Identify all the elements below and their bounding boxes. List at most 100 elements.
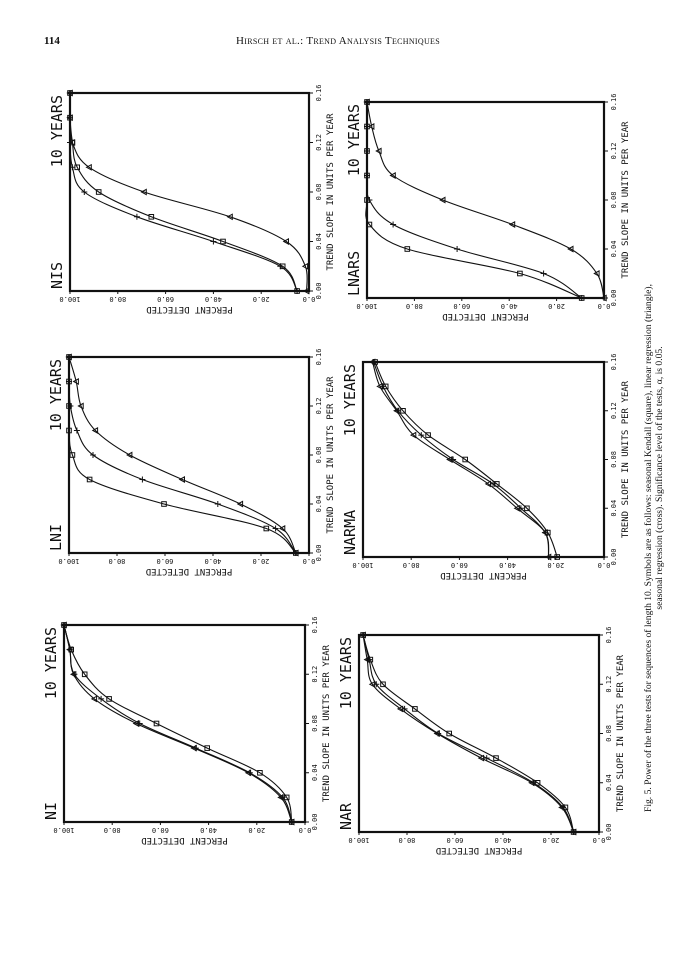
y-axis-label: PERCENT DETECTED: [141, 835, 228, 845]
triangle-marker: [77, 402, 84, 410]
y-tick-label: 40.0: [501, 302, 518, 310]
series-line: [362, 634, 575, 833]
x-tick-label: 0.12: [605, 676, 613, 693]
series-line: [374, 361, 558, 558]
cross-marker: [540, 270, 547, 277]
series-line: [372, 361, 550, 558]
cross-marker: [214, 501, 221, 507]
square-marker: [95, 189, 102, 195]
cross-marker: [435, 730, 442, 737]
y-tick-label: 80.0: [109, 295, 126, 303]
y-tick-label: 0.0: [598, 302, 611, 310]
y-tick-label: 100.0: [58, 557, 79, 565]
cross-marker: [578, 295, 585, 301]
y-axis-label: PERCENT DETECTED: [146, 566, 233, 576]
cross-marker: [401, 705, 408, 712]
cross-marker: [545, 554, 552, 560]
x-tick-label: 0.16: [610, 354, 618, 371]
cross-marker: [67, 139, 73, 146]
cross-marker: [370, 359, 377, 365]
square-marker: [263, 525, 270, 532]
panel-title: NARMA: [341, 510, 359, 555]
y-tick-label: 80.0: [109, 557, 126, 565]
triangle-marker: [368, 123, 375, 130]
x-tick-label: 0.00: [315, 545, 323, 562]
x-tick-label: 0.00: [610, 290, 618, 307]
y-tick-label: 40.0: [205, 557, 222, 565]
series-line: [69, 93, 298, 292]
x-tick-label: 0.08: [315, 184, 323, 201]
series-square: [67, 90, 300, 294]
plot-frame: [67, 355, 311, 555]
series-triangle: [60, 621, 295, 826]
y-tick-label: 0.0: [303, 557, 316, 565]
cross-marker: [67, 90, 73, 96]
series-cross: [67, 90, 301, 294]
x-axis-label: TREND SLOPE IN UNITS PER YEAR: [322, 644, 332, 802]
cross-marker: [380, 383, 386, 390]
panel-subtitle: 10 YEARS: [341, 364, 359, 436]
cross-marker: [73, 427, 80, 434]
plot-frame: [365, 100, 606, 300]
panel-subtitle: 10 YEARS: [345, 104, 363, 176]
y-axis-label: PERCENT DETECTED: [146, 304, 233, 314]
x-tick-label: 0.12: [315, 398, 323, 415]
series-line: [68, 356, 297, 554]
cross-marker: [272, 525, 279, 532]
series-line: [68, 357, 297, 554]
y-tick-label: 20.0: [253, 557, 270, 565]
panel-subtitle: 10 YEARS: [337, 637, 355, 709]
triangle-marker: [140, 188, 147, 196]
y-tick-label: 0.0: [598, 561, 611, 569]
cross-marker: [394, 407, 401, 414]
y-tick-label: 60.0: [447, 836, 464, 844]
chart-lni: 0.00 0.04 0.08 0.12 0.16 TREND SLOPE IN UNITS…: [47, 349, 336, 576]
cross-marker: [530, 779, 537, 786]
triangle-marker: [439, 196, 446, 204]
y-tick-label: 40.0: [495, 836, 512, 844]
triangle-marker: [178, 476, 185, 483]
x-tick-label: 0.12: [315, 134, 323, 151]
chart-nis: 0.00 0.04 0.08 0.12 0.16 TREND SLOPE IN UNITS…: [48, 85, 336, 314]
cross-marker: [390, 221, 397, 228]
cross-marker: [360, 632, 367, 638]
series-square: [61, 622, 295, 825]
square-marker: [493, 755, 499, 761]
square-marker: [153, 720, 160, 727]
cross-marker: [454, 246, 461, 252]
x-axis-label: TREND SLOPE IN UNITS PER YEAR: [326, 376, 336, 534]
y-tick-label: 40.0: [499, 561, 516, 569]
cross-marker: [483, 755, 490, 762]
cross-marker: [67, 114, 73, 121]
panel-subtitle: 10 YEARS: [48, 95, 66, 167]
cross-marker: [364, 148, 370, 154]
cross-marker: [490, 480, 497, 487]
cross-marker: [570, 829, 577, 835]
cross-marker: [364, 172, 370, 179]
y-tick-label: 0.0: [299, 826, 312, 834]
square-marker: [412, 706, 418, 712]
square-marker: [161, 501, 167, 507]
square-marker: [524, 505, 530, 512]
series-triangle: [66, 89, 310, 295]
series-triangle: [65, 353, 299, 557]
cross-marker: [67, 403, 74, 409]
chart-lnars: 0.00 0.04 0.08 0.12 0.16 TREND SLOPE IN UNITS…: [345, 94, 631, 321]
y-tick-label: 100.0: [53, 826, 74, 834]
series-line: [63, 624, 293, 823]
series-square: [364, 99, 585, 301]
y-tick-label: 100.0: [348, 836, 369, 844]
x-axis-label: TREND SLOPE IN UNITS PER YEAR: [621, 380, 631, 538]
series-line: [68, 356, 297, 554]
x-tick-label: 0.04: [610, 241, 618, 258]
square-marker: [404, 246, 411, 252]
x-axis-label: TREND SLOPE IN UNITS PER YEAR: [616, 654, 626, 812]
y-tick-label: 0.0: [593, 836, 606, 844]
cross-marker: [192, 745, 199, 752]
y-tick-label: 80.0: [104, 826, 121, 834]
cross-marker: [81, 189, 88, 195]
y-tick-label: 60.0: [453, 302, 470, 310]
figure-5-panels: 0.00 0.04 0.08 0.12 0.16 TREND SLOPE IN UNITS…: [42, 85, 631, 855]
series-triangle: [363, 98, 607, 302]
square-marker: [366, 221, 373, 228]
